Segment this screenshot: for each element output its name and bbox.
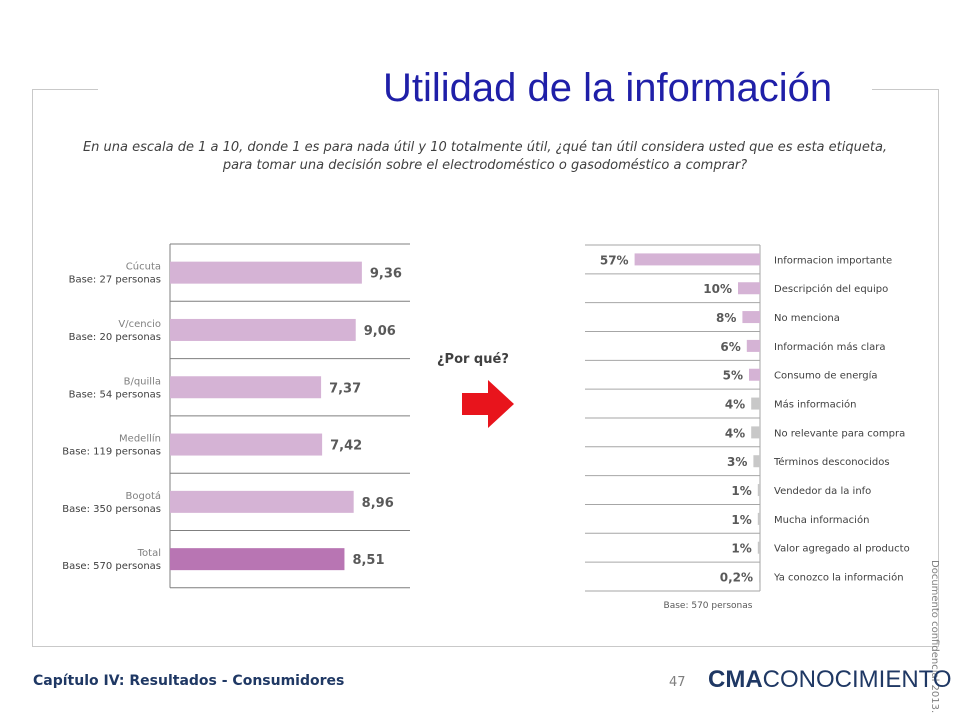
frame-right <box>938 89 939 646</box>
value-label: 57% <box>600 253 629 267</box>
category-label: Descripción del equipo <box>774 283 888 295</box>
category-label: Cúcuta <box>126 261 161 273</box>
bar <box>170 433 323 456</box>
value-label: 5% <box>723 369 743 383</box>
confidential-watermark: Documento confidencial 2013. <box>929 560 940 714</box>
value-label: 9,36 <box>370 267 402 282</box>
category-label: Términos desconocidos <box>773 456 890 468</box>
category-label: Vendedor da la info <box>774 486 871 497</box>
base-label: Base: 20 personas <box>69 332 161 343</box>
value-label: 8% <box>716 311 736 325</box>
base-label: Base: 119 personas <box>62 447 161 458</box>
bar <box>751 426 760 439</box>
right-arrow-icon <box>462 380 514 428</box>
category-label: No menciona <box>774 313 840 324</box>
category-label: No relevante para compra <box>774 428 905 439</box>
value-label: 8,51 <box>352 553 384 568</box>
frame-left <box>32 89 33 646</box>
value-label: 10% <box>703 282 732 296</box>
bar <box>757 541 760 554</box>
bar <box>749 368 760 381</box>
frame-top-right <box>872 89 938 90</box>
value-label: 6% <box>720 340 740 354</box>
value-label: 4% <box>725 426 745 440</box>
category-label: Total <box>137 548 161 559</box>
bar <box>634 253 760 266</box>
survey-question: En una escala de 1 a 10, donde 1 es para… <box>82 140 888 173</box>
base-label: Base: 54 personas <box>69 389 161 400</box>
category-label: Consumo de energía <box>774 370 878 382</box>
bar <box>170 318 356 341</box>
bar <box>757 512 760 525</box>
bar <box>738 282 760 295</box>
value-label: 9,06 <box>364 324 396 339</box>
category-label: Información más clara <box>774 341 886 353</box>
bar <box>170 261 362 284</box>
value-label: 1% <box>731 542 751 556</box>
page-number: 47 <box>669 675 686 690</box>
bar <box>753 455 760 468</box>
score-bar-chart: 9,36 Cúcuta Base: 27 personas 9,06 V/cencio B… <box>62 243 410 589</box>
value-label: 7,37 <box>329 381 361 396</box>
category-label: Medellín <box>119 433 161 445</box>
category-label: Más información <box>774 399 856 411</box>
value-label: 7,42 <box>330 439 362 454</box>
base-label: Base: 570 personas <box>664 601 753 611</box>
value-label: 0,2% <box>720 571 753 585</box>
category-label: V/cencio <box>118 319 161 330</box>
category-label: Informacion importante <box>774 255 892 266</box>
bar <box>746 339 760 352</box>
page-title: Utilidad de la información <box>377 66 839 111</box>
bar <box>170 376 322 399</box>
value-label: 1% <box>731 484 751 498</box>
value-label: 8,96 <box>362 496 394 511</box>
value-label: 4% <box>725 398 745 412</box>
bar <box>751 397 760 410</box>
category-label: Mucha información <box>774 514 869 526</box>
frame-top-left <box>32 89 98 90</box>
category-label: Bogotá <box>126 490 162 502</box>
category-label: Ya conozco la información <box>773 572 904 584</box>
category-label: Valor agregado al producto <box>774 544 910 555</box>
bar <box>742 311 760 324</box>
bar <box>757 484 760 497</box>
base-label: Base: 570 personas <box>62 561 161 572</box>
bar <box>170 548 345 571</box>
why-label: ¿Por qué? <box>437 352 509 367</box>
logo-bold: CMA <box>708 666 763 693</box>
category-label: B/quilla <box>124 376 161 387</box>
cma-logo: CMACONOCIMIENTO <box>708 666 952 694</box>
base-label: Base: 350 personas <box>62 504 161 515</box>
bar <box>170 490 354 513</box>
reasons-bar-chart: 57% Informacion importante 10% Descripción … <box>585 244 910 611</box>
value-label: 1% <box>731 513 751 527</box>
bar <box>759 570 760 583</box>
logo-rest: CONOCIMIENTO <box>762 666 952 693</box>
frame-bottom <box>32 646 939 647</box>
chapter-label: Capítulo IV: Resultados - Consumidores <box>33 673 345 689</box>
base-label: Base: 27 personas <box>69 275 161 286</box>
value-label: 3% <box>727 455 747 469</box>
